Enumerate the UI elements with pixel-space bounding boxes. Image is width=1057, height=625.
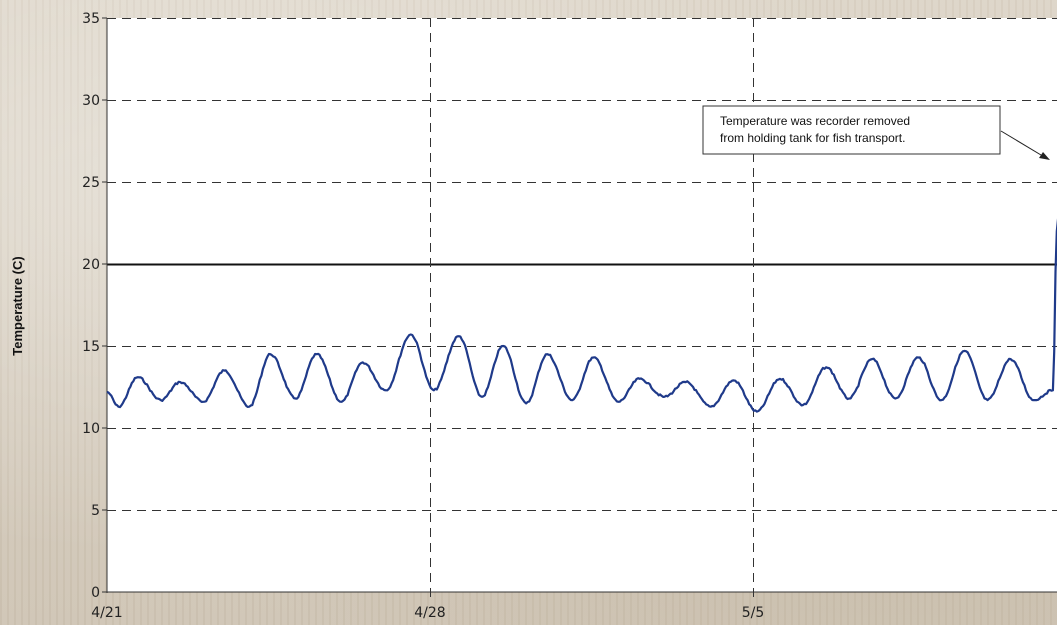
series-line xyxy=(106,218,1057,413)
annotation: Temperature was recorder removed from ho… xyxy=(702,105,1050,160)
y-tick-0: 0 xyxy=(91,585,100,601)
y-tick-5: 5 xyxy=(91,503,100,519)
annotation-arrow-head xyxy=(1039,152,1050,160)
x-tick-5-5: 5/5 xyxy=(742,605,765,621)
plot-area xyxy=(107,18,1057,592)
y-tick-labels: 0 5 10 15 20 25 30 35 xyxy=(82,11,107,601)
annotation-line-1: Temperature was recorder removed xyxy=(720,114,910,128)
x-tick-4-21: 4/21 xyxy=(91,605,122,621)
x-tick-labels: 4/21 4/28 5/5 xyxy=(91,605,764,621)
annotation-box xyxy=(702,105,1001,155)
y-tick-10: 10 xyxy=(82,421,100,437)
grid-lines xyxy=(107,18,1057,600)
y-tick-35: 35 xyxy=(82,11,100,27)
y-tick-30: 30 xyxy=(82,93,100,109)
x-tick-4-28: 4/28 xyxy=(414,605,445,621)
y-axis-label: Temperature (C) xyxy=(10,256,25,355)
y-tick-15: 15 xyxy=(82,339,100,355)
axes xyxy=(106,18,1057,593)
y-tick-25: 25 xyxy=(82,175,100,191)
y-tick-20: 20 xyxy=(82,257,100,273)
annotation-line-2: from holding tank for fish transport. xyxy=(720,131,905,145)
annotation-arrow-line xyxy=(1000,130,1047,159)
